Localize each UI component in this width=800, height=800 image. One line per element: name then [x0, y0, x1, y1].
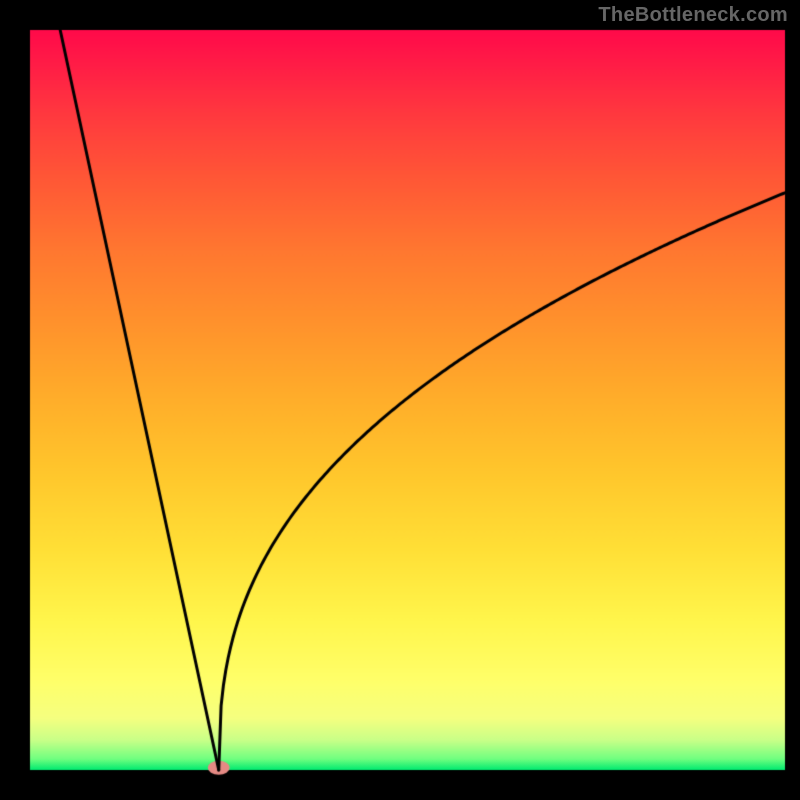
watermark-text: TheBottleneck.com — [598, 4, 788, 27]
curve-canvas — [0, 0, 800, 800]
chart-container: TheBottleneck.com — [0, 0, 800, 800]
